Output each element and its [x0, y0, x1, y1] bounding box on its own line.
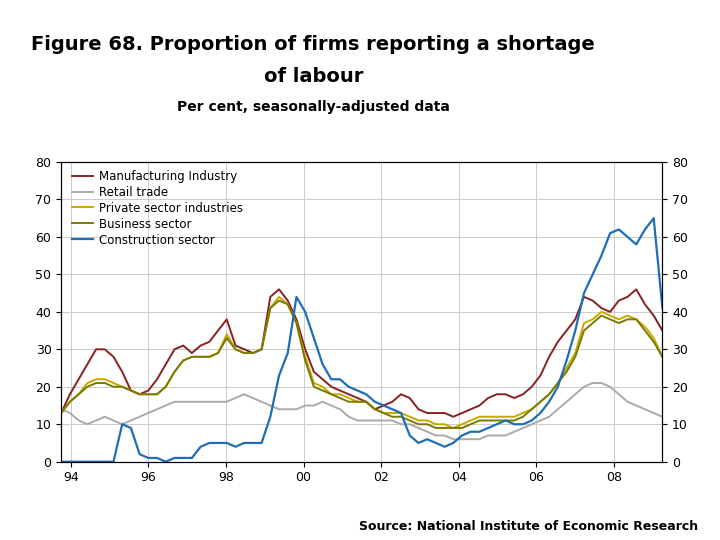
Text: of labour: of labour [264, 68, 363, 86]
Text: SVERIGES
RIKSBANK: SVERIGES RIKSBANK [644, 102, 688, 121]
Text: Per cent, seasonally-adjusted data: Per cent, seasonally-adjusted data [177, 100, 449, 114]
Text: Figure 68. Proportion of firms reporting a shortage: Figure 68. Proportion of firms reporting… [32, 35, 595, 54]
Legend: Manufacturing Industry, Retail trade, Private sector industries, Business sector: Manufacturing Industry, Retail trade, Pr… [67, 165, 248, 251]
Text: Source: National Institute of Economic Research: Source: National Institute of Economic R… [359, 520, 698, 533]
